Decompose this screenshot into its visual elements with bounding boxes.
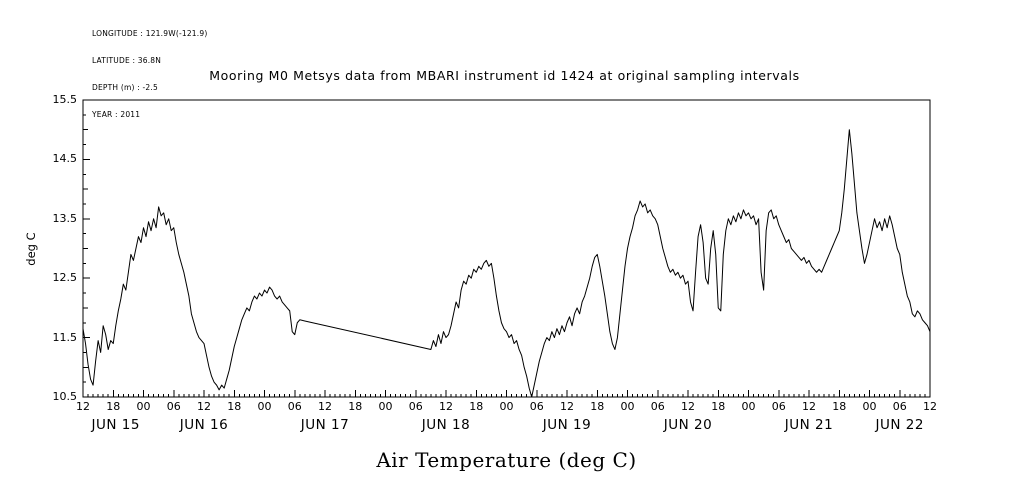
x-tick-label: 12	[76, 400, 90, 413]
station-metadata: LONGITUDE : 121.9W(-121.9) LATITUDE : 36…	[92, 11, 207, 137]
x-tick-label: 00	[620, 400, 635, 413]
x-tick-label: 18	[106, 400, 121, 413]
metadata-longitude: LONGITUDE : 121.9W(-121.9)	[92, 29, 208, 38]
x-tick-label: 18	[227, 400, 242, 413]
x-tick-label: 06	[287, 400, 302, 413]
day-label: JUN 21	[784, 417, 834, 433]
x-tick-label: 12	[560, 400, 574, 413]
x-tick-label: 12	[681, 400, 695, 413]
x-tick-label: 06	[650, 400, 665, 413]
x-tick-label: 00	[499, 400, 514, 413]
x-tick-label: 12	[802, 400, 816, 413]
metadata-depth: DEPTH (m) : -2.5	[92, 83, 158, 92]
day-label: JUN 16	[179, 417, 229, 433]
day-label: JUN 19	[542, 417, 592, 433]
x-tick-label: 12	[197, 400, 211, 413]
metadata-latitude: LATITUDE : 36.8N	[92, 56, 162, 65]
y-tick-label: 15.5	[52, 93, 78, 106]
x-tick-label: 12	[923, 400, 937, 413]
x-tick-label: 18	[711, 400, 726, 413]
temperature-series-line	[82, 129, 931, 398]
x-tick-label: 18	[469, 400, 484, 413]
x-tick-label: 18	[590, 400, 605, 413]
x-axis-title: Air Temperature (deg C)	[376, 448, 637, 472]
x-tick-label: 00	[862, 400, 877, 413]
y-tick-label: 14.5	[52, 152, 78, 166]
x-tick-label: 06	[892, 400, 907, 413]
x-tick-label: 12	[439, 400, 453, 413]
x-tick-label: 00	[378, 400, 393, 413]
x-tick-label: 00	[741, 400, 756, 413]
x-tick-label: 06	[166, 400, 181, 413]
x-tick-label: 00	[257, 400, 272, 413]
x-tick-label: 18	[348, 400, 363, 413]
y-tick-label: 13.5	[52, 211, 78, 225]
day-label: JUN 20	[663, 417, 713, 433]
x-tick-label: 06	[771, 400, 786, 413]
day-label: JUN 22	[875, 417, 924, 433]
metadata-year: YEAR : 2011	[92, 110, 141, 119]
chart-title: Mooring M0 Metsys data from MBARI instru…	[209, 68, 800, 83]
x-tick-label: 06	[529, 400, 544, 413]
y-tick-label: 12.5	[52, 271, 78, 285]
day-label: JUN 17	[300, 417, 350, 433]
x-tick-label: 00	[136, 400, 151, 413]
x-tick-label: 06	[408, 400, 423, 413]
y-tick-label: 10.5	[52, 390, 78, 403]
x-tick-label: 18	[832, 400, 847, 413]
y-tick-label: 11.5	[52, 330, 78, 344]
day-label: JUN 18	[421, 417, 471, 433]
plot-frame	[82, 99, 931, 398]
day-label: JUN 15	[91, 417, 140, 433]
x-tick-label: 12	[318, 400, 332, 413]
